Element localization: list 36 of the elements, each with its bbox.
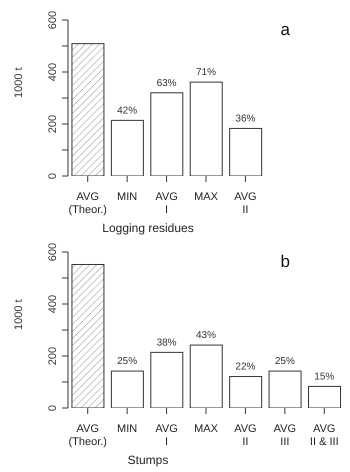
- x-tick-label: MAX: [194, 423, 219, 435]
- annotation: 63%: [156, 78, 177, 89]
- x-axis-title: Logging residues: [102, 221, 194, 235]
- x-tick-label: AVG III: [274, 423, 296, 448]
- x-tick-label: MAX: [194, 191, 219, 203]
- y-tick-label: 400: [47, 62, 59, 82]
- text: a: [280, 20, 290, 40]
- annotation: 71%: [196, 67, 216, 78]
- x-tick-label: AVG II: [234, 423, 257, 448]
- annotation: b: [280, 252, 290, 272]
- y-tick-label: 600: [47, 242, 59, 262]
- annotation: 36%: [235, 113, 256, 124]
- annotation: 38%: [156, 337, 177, 348]
- x-tick-label: AVG II & III: [310, 423, 339, 448]
- y-tick-label: 0: [47, 172, 59, 180]
- x-tick-label: AVG (Theor.): [68, 191, 107, 216]
- annotation: 25%: [274, 356, 295, 368]
- annotation: 42%: [117, 105, 138, 116]
- x-tick-label: MIN: [117, 191, 138, 203]
- y-tick-label: 200: [47, 346, 59, 366]
- x-axis-title: Stumps: [128, 453, 168, 467]
- x-tick-label: AVG I: [155, 191, 178, 216]
- x-tick-label: MIN: [117, 423, 138, 435]
- annotation: 43%: [196, 330, 216, 342]
- y-tick-label: 400: [47, 294, 59, 314]
- x-tick-label: AVG (Theor.): [68, 423, 107, 448]
- y-tick-label: 0: [47, 404, 59, 412]
- x-tick-label: AVG II: [234, 191, 257, 216]
- y-tick-label: 200: [47, 114, 59, 134]
- annotation: 22%: [235, 362, 256, 373]
- y-tick-label: 600: [47, 10, 59, 30]
- annotation: 15%: [314, 371, 334, 382]
- annotation: 25%: [117, 356, 138, 368]
- y-axis-title: 1000 t: [12, 67, 25, 98]
- y-axis-title: 1000 t: [12, 299, 25, 330]
- x-tick-label: AVG I: [155, 423, 178, 448]
